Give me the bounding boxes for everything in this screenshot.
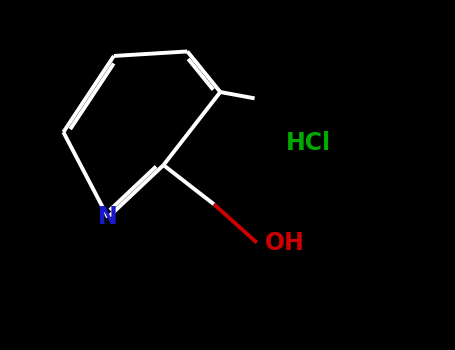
Text: HCl: HCl xyxy=(286,132,331,155)
Text: N: N xyxy=(98,205,118,229)
Text: OH: OH xyxy=(265,231,305,255)
